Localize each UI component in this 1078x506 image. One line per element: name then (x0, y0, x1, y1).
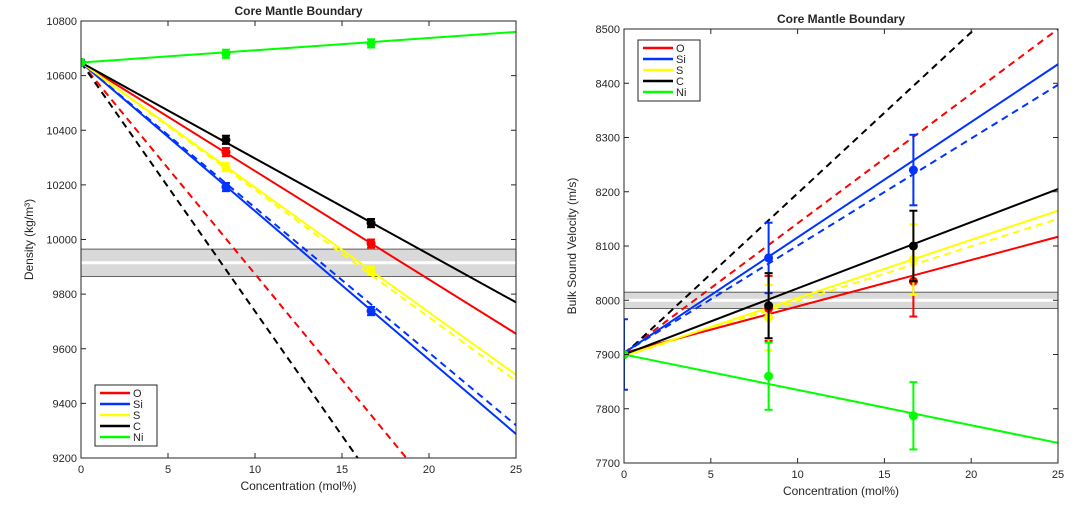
x-tick-label: 25 (1052, 469, 1064, 481)
x-tick-label: 10 (791, 469, 803, 481)
y-tick-label: 7800 (596, 404, 620, 416)
x-tick-label: 10 (249, 464, 261, 476)
dashed-line-si (81, 61, 516, 426)
x-axis-label: Concentration (mol%) (240, 479, 356, 493)
dashed-line-o (624, 29, 1058, 354)
y-tick-label: 10000 (46, 235, 77, 247)
dashed-line-c (81, 61, 359, 458)
solid-line-s (624, 209, 1058, 358)
y-tick-label: 8100 (596, 241, 620, 253)
y-tick-label: 7900 (596, 350, 620, 362)
y-tick-label: 10600 (46, 71, 77, 83)
y-axis-label: Bulk Sound Velocity (m/s) (565, 178, 579, 315)
data-point-si (908, 165, 918, 175)
dashed-line-si (624, 84, 1058, 354)
data-point-c (908, 241, 918, 251)
legend-label-s: S (133, 410, 140, 422)
y-tick-label: 10800 (46, 16, 77, 28)
y-tick-label: 9800 (53, 289, 77, 301)
x-tick-label: 5 (165, 464, 171, 476)
legend-label-ni: Ni (676, 87, 686, 99)
y-tick-label: 7700 (596, 458, 620, 470)
density-chart: 0 5 10 15 20 25 9200 9400 9600 9800 10000 10200 1040… (22, 4, 522, 493)
data-point-ni (221, 49, 231, 59)
y-tick-label: 10200 (46, 180, 77, 192)
legend-label-c: C (676, 76, 684, 88)
x-tick-label: 20 (965, 469, 977, 481)
x-tick-label: 0 (78, 464, 84, 476)
x-tick-label: 15 (878, 469, 890, 481)
data-point-s (366, 266, 376, 276)
data-point-o (366, 239, 376, 249)
x-axis-label: Concentration (mol%) (783, 484, 899, 498)
solid-line-c (624, 188, 1058, 356)
solid-line-ni (81, 30, 516, 64)
data-point-ni (366, 38, 376, 48)
y-axis-label: Density (kg/m³) (22, 199, 36, 280)
x-tick-label: 5 (708, 469, 714, 481)
plot-lines (624, 29, 1058, 451)
y-tick-label: 9400 (53, 398, 77, 410)
y-tick-label: 8300 (596, 133, 620, 145)
legend-label-o: O (133, 388, 142, 400)
y-tick-label: 8000 (596, 295, 620, 307)
solid-line-ni (624, 353, 1058, 444)
y-tick-label: 9200 (53, 453, 77, 465)
legend-label-c: C (133, 421, 141, 433)
data-point-ni (908, 411, 918, 421)
y-tick-label: 8500 (596, 24, 620, 36)
data-point-ni (764, 371, 774, 381)
legend-label-si: Si (133, 399, 143, 411)
solid-line-s (81, 61, 516, 376)
x-tick-label: 15 (336, 464, 348, 476)
data-point-ni (81, 58, 86, 68)
solid-line-c (81, 61, 516, 304)
dashed-line-c (624, 29, 976, 356)
data-point-c (221, 135, 231, 145)
y-tick-label: 8400 (596, 78, 620, 90)
data-point-si (764, 253, 774, 263)
data-point-si (221, 182, 231, 192)
solid-line-o (624, 235, 1058, 354)
x-tick-label: 20 (423, 464, 435, 476)
solid-line-si (624, 63, 1058, 354)
data-point-o (221, 147, 231, 157)
legend-label-si: Si (676, 54, 686, 66)
legend-label-s: S (676, 65, 683, 77)
legend-label-ni: Ni (133, 432, 143, 444)
chart-title: Core Mantle Boundary (234, 4, 362, 18)
x-tick-label: 25 (510, 464, 522, 476)
y-tick-label: 10400 (46, 125, 77, 137)
data-point-c (764, 301, 774, 311)
data-point-si (366, 306, 376, 316)
data-point-s (221, 162, 231, 172)
plot-lines (81, 30, 516, 458)
legend-label-o: O (676, 43, 685, 55)
y-tick-label: 8200 (596, 187, 620, 199)
x-tick-label: 0 (621, 469, 627, 481)
data-point-c (366, 218, 376, 228)
dashed-line-o (81, 61, 408, 458)
velocity-chart: 0 5 10 15 20 25 7700 7800 7900 8000 8100 8200 8300 84… (565, 12, 1064, 498)
y-tick-label: 9600 (53, 344, 77, 356)
solid-line-o (81, 61, 516, 335)
chart-title: Core Mantle Boundary (777, 12, 905, 26)
solid-line-si (81, 61, 516, 435)
